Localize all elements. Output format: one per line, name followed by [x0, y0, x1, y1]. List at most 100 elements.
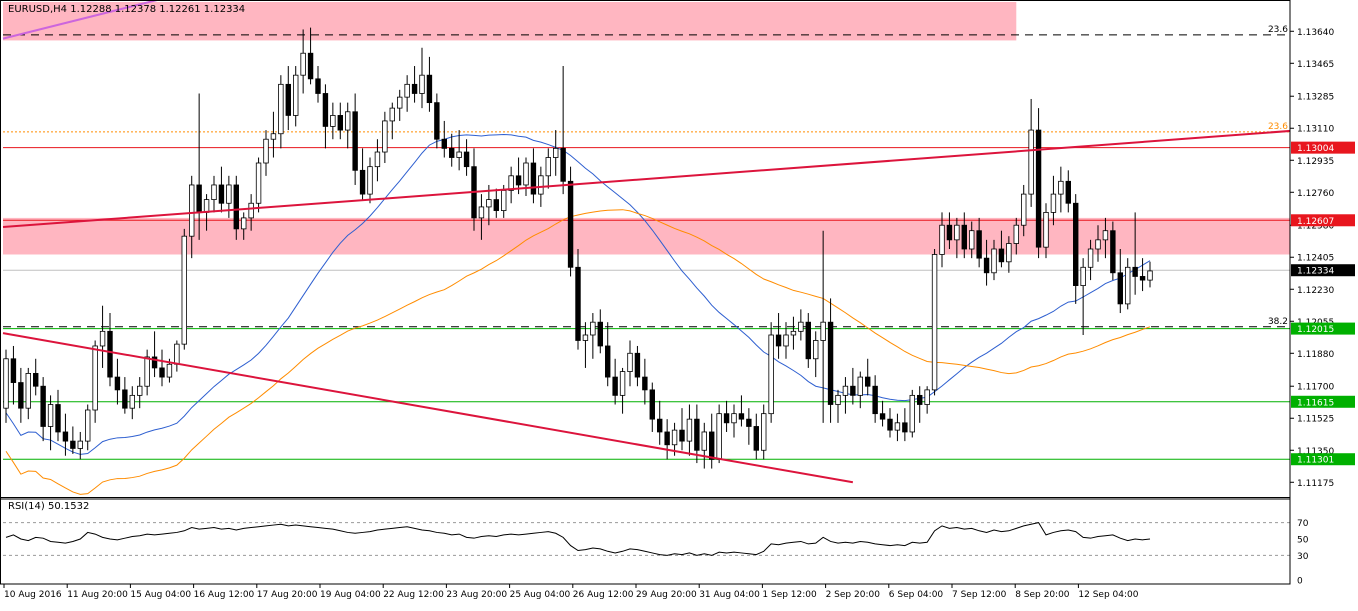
candle-body [1065, 180, 1071, 204]
candle-body [790, 330, 797, 336]
candle-body [322, 93, 329, 127]
candle-body [501, 190, 507, 211]
candle-body [694, 418, 700, 451]
moving-averages-layer [5, 134, 1151, 495]
candle-body [345, 111, 351, 131]
candle-body [731, 413, 737, 424]
rsi-label: RSI(14) 50.1532 [8, 501, 90, 512]
fib-level-label-2: 38.2 [1268, 317, 1288, 327]
candle-body [404, 83, 410, 98]
candle-body [159, 367, 165, 378]
rsi-tick-label: 30 [1297, 552, 1309, 562]
candle-body [671, 429, 678, 446]
level-badge-2-text: 1.12015 [1297, 325, 1334, 335]
candle-body [122, 389, 128, 409]
candle-body [174, 343, 180, 365]
candle-body [456, 151, 462, 158]
candle-body [508, 175, 514, 191]
candle-body [590, 321, 596, 336]
resistance-zone-1 [3, 217, 1358, 255]
candle-body [411, 83, 418, 94]
candle-body [218, 184, 225, 204]
level-badge-2-bg [1291, 322, 1355, 335]
price-axis-background [1290, 0, 1358, 606]
time-tick-label: 7 Sep 12:00 [952, 590, 1007, 600]
candle-body [181, 235, 187, 345]
candle-body [397, 96, 403, 109]
candle-body [99, 330, 106, 347]
candle-body [315, 78, 321, 94]
candle-body [709, 431, 715, 460]
candle-body [293, 74, 299, 116]
level-badge-0-bg [1291, 141, 1355, 154]
candle-body [738, 413, 745, 420]
moving-average-blue [5, 134, 1151, 455]
candle-body [1139, 276, 1146, 281]
candle-body [775, 334, 782, 347]
candle-body [47, 404, 54, 427]
candle-body [196, 184, 202, 213]
candle-body [211, 184, 217, 201]
candle-body [1073, 202, 1079, 286]
price-tick-label: 1.12935 [1297, 157, 1334, 167]
frame-layer [0, 0, 1291, 585]
price-tick-label: 1.11880 [1297, 350, 1334, 360]
symbol-label: EURUSD,H4 [8, 4, 68, 15]
price-tick-label: 1.11700 [1297, 383, 1334, 393]
candle-body [827, 321, 834, 405]
candle-body [18, 382, 24, 409]
price-tick-label: 1.13285 [1297, 93, 1334, 103]
zones-layer [3, 2, 1358, 255]
candle-body [657, 418, 663, 433]
time-tick-label: 31 Aug 04:00 [699, 590, 760, 600]
fib-level-label-1: 23.6 [1268, 122, 1288, 132]
candle-body [523, 162, 529, 186]
time-tick-label: 10 Aug 2016 [4, 590, 62, 600]
candle-body [553, 147, 559, 158]
candle-body [917, 394, 923, 405]
candle-body [820, 321, 826, 341]
candle-body [768, 334, 774, 415]
chart-frame [0, 0, 1291, 585]
time-tick-label: 15 Aug 04:00 [130, 590, 191, 600]
candle-body [872, 385, 878, 415]
candle-body [723, 413, 730, 424]
time-tick-label: 23 Aug 20:00 [446, 590, 507, 600]
candle-body [486, 199, 492, 208]
trendline-1 [2, 332, 854, 484]
candle-body [359, 169, 366, 195]
candle-body [1006, 243, 1012, 263]
price-tick-label: 1.11525 [1297, 415, 1334, 425]
candle-body [144, 356, 150, 387]
time-tick-label: 25 Aug 04:00 [510, 590, 571, 600]
candle-body [857, 376, 863, 396]
candle-body [1028, 129, 1034, 195]
candle-body [337, 115, 343, 131]
candle-body [270, 133, 277, 140]
candle-body [961, 224, 967, 250]
candle-body [560, 147, 566, 182]
candle-body [761, 413, 767, 451]
candle-body [1013, 224, 1019, 244]
fib-level-label-0: 23.6 [1268, 25, 1288, 35]
candle-body [114, 376, 121, 391]
candle-body [879, 413, 886, 420]
candle-body [887, 418, 893, 431]
ohlc-label: 1.12288 1.12378 1.12261 1.12334 [70, 4, 246, 15]
candle-body [300, 52, 306, 76]
candle-body [1095, 239, 1101, 250]
candle-body [931, 254, 938, 391]
candle-body [575, 266, 581, 341]
candle-body [285, 83, 291, 116]
rsi-tick-label: 50 [1297, 536, 1309, 546]
candle-body [241, 217, 247, 230]
time-tick-label: 12 Sep 04:00 [1078, 590, 1138, 600]
candle-body [924, 389, 930, 405]
candle-body [1125, 266, 1131, 305]
candle-body [746, 418, 752, 427]
time-axis-layer: 10 Aug 2016 11 Aug 20:00 15 Aug 04:00 16 Au… [0, 583, 1290, 600]
price-tick-label: 1.12580 [1297, 222, 1334, 232]
candle-body [248, 202, 254, 219]
candle-body [449, 147, 455, 158]
candle-body [374, 151, 381, 168]
